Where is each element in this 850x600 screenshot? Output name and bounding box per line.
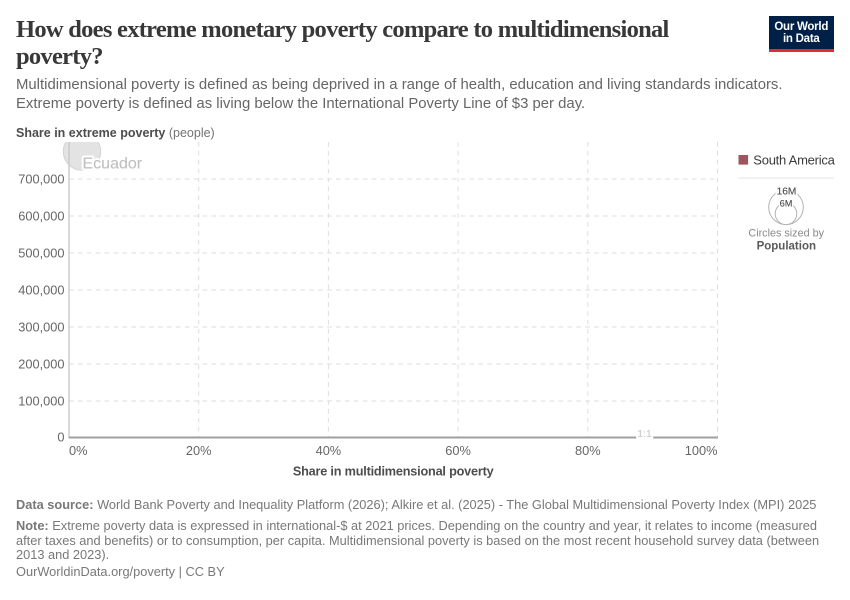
svg-text:500,000: 500,000 [18,246,64,261]
svg-text:200,000: 200,000 [18,357,64,372]
svg-text:6M: 6M [780,198,793,208]
svg-text:300,000: 300,000 [18,320,64,335]
svg-text:40%: 40% [316,443,342,458]
svg-text:Population: Population [757,241,816,253]
svg-text:Ecuador: Ecuador [83,156,143,173]
svg-text:1:1: 1:1 [637,428,652,440]
svg-text:Share in extreme poverty (peop: Share in extreme poverty (people) [16,126,215,140]
svg-text:Share in multidimensional pove: Share in multidimensional poverty [293,465,494,479]
svg-text:60%: 60% [445,443,471,458]
svg-text:16M: 16M [777,187,797,198]
svg-text:Ecuador: Ecuador [83,156,143,173]
svg-text:0: 0 [57,430,64,445]
svg-text:20%: 20% [186,443,212,458]
svg-text:1:1: 1:1 [637,428,652,440]
svg-text:South America: South America [753,153,835,168]
svg-text:80%: 80% [575,443,601,458]
svg-text:700,000: 700,000 [18,172,64,187]
svg-text:400,000: 400,000 [18,283,64,298]
svg-text:0%: 0% [69,443,88,458]
svg-text:16M: 16M [777,187,797,198]
svg-text:600,000: 600,000 [18,209,64,224]
svg-text:6M: 6M [780,198,793,208]
svg-text:100%: 100% [685,443,718,458]
svg-text:Circles sized by: Circles sized by [748,227,824,239]
svg-text:100,000: 100,000 [18,394,64,409]
